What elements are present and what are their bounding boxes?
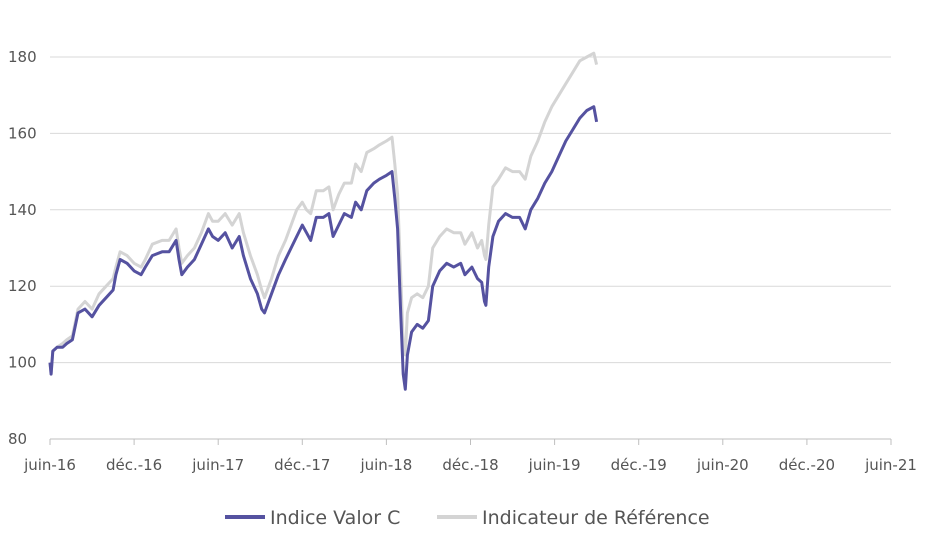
x-tick-label: juin-20 <box>696 456 749 474</box>
legend: Indice Valor C Indicateur de Référence <box>225 507 710 529</box>
legend-label: Indice Valor C <box>270 507 400 529</box>
y-tick-label: 140 <box>8 201 37 219</box>
x-tick-label: déc.-20 <box>779 456 835 474</box>
y-tick-label: 160 <box>8 124 37 142</box>
legend-label: Indicateur de Référence <box>482 507 710 529</box>
y-tick-label: 180 <box>8 48 37 66</box>
series-lines <box>48 51 599 391</box>
x-tick-label: juin-17 <box>191 456 244 474</box>
y-axis-tick-labels: 80 100 120 140 160 180 <box>8 48 37 448</box>
x-tick-label: juin-21 <box>864 456 917 474</box>
gridlines <box>50 56 891 364</box>
x-axis-ticks: juin-16 déc.-16 juin-17 déc.-17 juin-18 déc.-… <box>23 439 917 474</box>
y-tick-label: 80 <box>8 430 27 448</box>
series-line-0 <box>48 105 599 391</box>
x-tick-label: déc.-17 <box>274 456 330 474</box>
x-tick-label: juin-16 <box>23 456 76 474</box>
y-tick-label: 120 <box>8 277 37 295</box>
x-tick-label: juin-18 <box>359 456 412 474</box>
y-tick-label: 100 <box>8 354 37 372</box>
x-tick-label: juin-19 <box>528 456 581 474</box>
series-line-1 <box>48 51 599 376</box>
x-tick-label: déc.-19 <box>611 456 667 474</box>
x-tick-label: déc.-18 <box>442 456 498 474</box>
x-tick-label: déc.-16 <box>106 456 162 474</box>
